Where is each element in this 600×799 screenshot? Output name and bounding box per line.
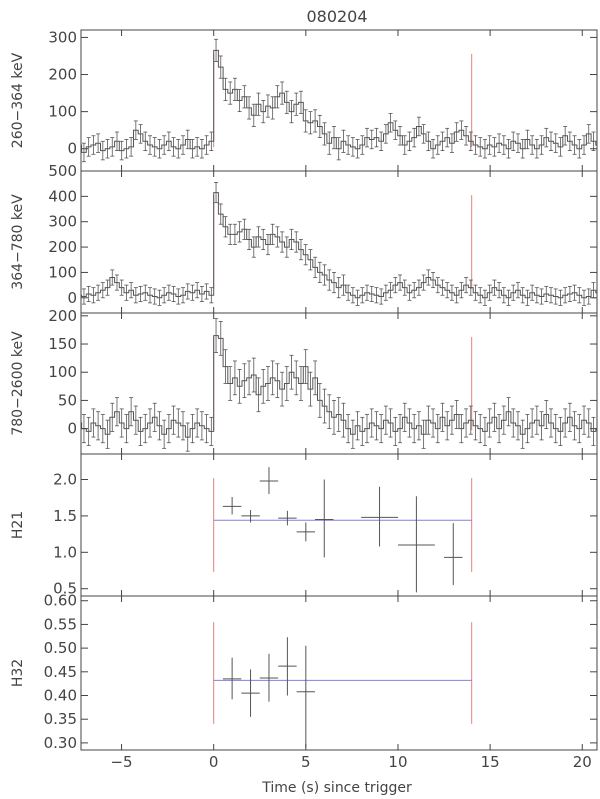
panel-frame <box>80 453 598 597</box>
y-axis-title: 780−2600 keV <box>10 331 26 436</box>
x-tick-label: 10 <box>388 753 407 771</box>
y-tick-label: 200 <box>48 307 77 325</box>
y-tick-label: 100 <box>48 103 77 121</box>
light-curve-steps <box>81 49 597 153</box>
y-tick-label: 500 <box>48 162 77 180</box>
y-tick-label: 400 <box>48 187 77 205</box>
y-axis-title: 260−364 keV <box>10 52 26 148</box>
panel-1: 0 100 200 300 260−364 keV <box>10 28 598 172</box>
y-tick-label: 300 <box>48 28 77 46</box>
y-tick-label: 200 <box>48 66 77 84</box>
y-tick-label: 1.0 <box>53 543 77 561</box>
y-tick-label: 0.30 <box>44 734 77 752</box>
panel-4: 0.5 1.0 1.5 2.0 H21 <box>10 453 598 598</box>
x-tick-label: 5 <box>301 753 311 771</box>
light-curve-steps <box>81 192 597 299</box>
panel-2: 0 100 200 300 400 500 364−780 keV <box>10 162 598 314</box>
x-tick-label: −5 <box>110 753 132 771</box>
y-tick-label: 0 <box>67 289 77 307</box>
panel-5: 0.30 0.35 0.40 0.45 0.50 0.55 0.60 H32 <box>10 592 598 752</box>
y-axis-title: H21 <box>10 511 26 539</box>
y-tick-label: 50 <box>58 391 77 409</box>
y-tick-label: 300 <box>48 213 77 231</box>
y-tick-label: 0.45 <box>44 663 77 681</box>
y-tick-label: 0.50 <box>44 639 77 657</box>
y-axis-title: 364−780 keV <box>10 194 26 290</box>
y-tick-label: 0.5 <box>53 580 77 598</box>
y-tick-label: 0.35 <box>44 710 77 728</box>
y-axis-title: H32 <box>10 659 26 687</box>
figure-title: 080204 <box>306 7 367 26</box>
y-tick-label: 100 <box>48 363 77 381</box>
y-tick-label: 100 <box>48 263 77 281</box>
y-tick-label: 150 <box>48 335 77 353</box>
y-tick-label: 1.5 <box>53 507 77 525</box>
y-tick-label: 0 <box>67 420 77 438</box>
x-tick-label: 20 <box>573 753 592 771</box>
y-tick-label: 200 <box>48 238 77 256</box>
y-tick-label: 0.40 <box>44 687 77 705</box>
x-tick-label: 0 <box>209 753 219 771</box>
panel-3: 0 50 100 150 200 780−2600 keV <box>10 307 598 455</box>
y-tick-label: 2.0 <box>53 470 77 488</box>
y-tick-label: 0.55 <box>44 615 77 633</box>
panel-frame <box>80 595 598 751</box>
x-axis-title: Time (s) since trigger <box>261 780 412 796</box>
y-tick-label: 0.60 <box>44 592 77 610</box>
panel-frame <box>80 312 598 455</box>
y-tick-label: 0 <box>67 140 77 158</box>
x-tick-label: 15 <box>481 753 500 771</box>
